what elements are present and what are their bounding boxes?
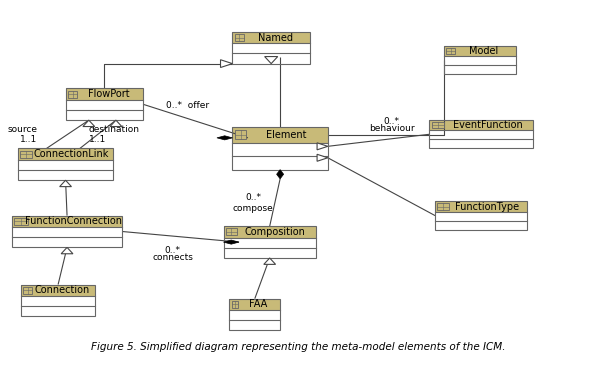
- Bar: [66, 88, 143, 100]
- Polygon shape: [264, 258, 275, 264]
- Text: 0..*: 0..*: [246, 193, 261, 202]
- Bar: [232, 32, 310, 64]
- Text: 0..*: 0..*: [384, 117, 400, 126]
- Polygon shape: [265, 56, 278, 64]
- Polygon shape: [277, 170, 284, 179]
- Text: Model: Model: [470, 46, 499, 56]
- Bar: [432, 122, 444, 128]
- Bar: [229, 299, 280, 331]
- Text: 0..*  offer: 0..* offer: [166, 102, 209, 111]
- Text: Composition: Composition: [245, 227, 306, 237]
- Polygon shape: [110, 120, 122, 127]
- Text: Element: Element: [266, 130, 306, 140]
- Polygon shape: [317, 154, 328, 161]
- Bar: [12, 215, 122, 247]
- Polygon shape: [60, 180, 72, 186]
- Bar: [66, 88, 143, 120]
- Polygon shape: [217, 136, 232, 140]
- Bar: [232, 127, 328, 170]
- Bar: [229, 299, 280, 310]
- Text: 0..*: 0..*: [165, 246, 181, 255]
- Bar: [437, 203, 449, 209]
- Bar: [435, 202, 527, 230]
- Bar: [12, 215, 122, 227]
- Text: FunctionType: FunctionType: [455, 202, 519, 212]
- Text: ConnectionLink: ConnectionLink: [33, 149, 109, 159]
- Bar: [18, 149, 113, 160]
- Bar: [23, 287, 32, 294]
- Bar: [224, 226, 316, 238]
- Text: FunctionConnection: FunctionConnection: [25, 216, 122, 226]
- Text: 1..1: 1..1: [20, 135, 38, 144]
- Bar: [226, 229, 237, 235]
- Bar: [68, 91, 77, 97]
- Bar: [429, 120, 533, 149]
- Bar: [446, 48, 455, 54]
- Bar: [224, 226, 316, 258]
- Bar: [429, 120, 533, 130]
- Bar: [14, 218, 27, 225]
- Text: behaviour: behaviour: [369, 124, 415, 133]
- Text: FlowPort: FlowPort: [88, 89, 130, 99]
- Bar: [20, 151, 32, 158]
- Polygon shape: [224, 240, 239, 244]
- Bar: [18, 149, 113, 180]
- Polygon shape: [61, 247, 73, 254]
- Text: Named: Named: [258, 33, 293, 42]
- Bar: [232, 32, 310, 43]
- Bar: [235, 34, 244, 41]
- Text: FAA: FAA: [249, 299, 267, 309]
- Text: compose: compose: [233, 204, 274, 213]
- Polygon shape: [83, 120, 95, 127]
- Polygon shape: [317, 143, 328, 150]
- Bar: [232, 127, 328, 143]
- Text: Connection: Connection: [35, 285, 90, 295]
- Text: destination: destination: [89, 124, 140, 133]
- Bar: [444, 46, 516, 56]
- Text: 1..1: 1..1: [89, 135, 106, 144]
- Text: Figure 5. Simplified diagram representing the meta-model elements of the ICM.: Figure 5. Simplified diagram representin…: [91, 342, 505, 352]
- Bar: [435, 202, 527, 212]
- Bar: [232, 301, 238, 308]
- Polygon shape: [221, 60, 232, 68]
- Text: connects: connects: [153, 253, 193, 262]
- Text: EventFunction: EventFunction: [452, 120, 523, 130]
- Bar: [235, 130, 246, 139]
- Text: source: source: [8, 124, 38, 133]
- Bar: [21, 285, 95, 316]
- Bar: [21, 285, 95, 296]
- Bar: [444, 46, 516, 74]
